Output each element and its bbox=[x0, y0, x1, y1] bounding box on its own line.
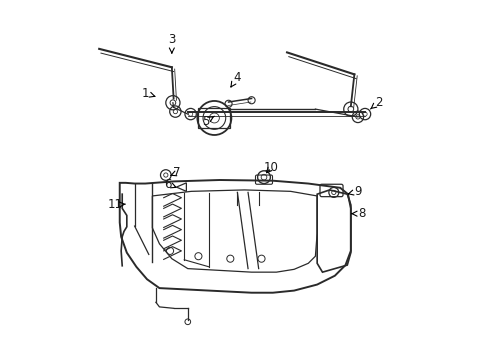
Text: 5: 5 bbox=[202, 115, 214, 128]
Text: 3: 3 bbox=[168, 33, 175, 53]
Text: 10: 10 bbox=[263, 161, 278, 174]
Text: 9: 9 bbox=[347, 185, 361, 198]
Text: 11: 11 bbox=[107, 198, 125, 211]
Text: 6: 6 bbox=[164, 178, 176, 191]
Text: 7: 7 bbox=[170, 166, 181, 179]
Text: 1: 1 bbox=[141, 87, 155, 100]
Text: 4: 4 bbox=[230, 71, 241, 87]
Text: 8: 8 bbox=[351, 207, 365, 220]
Text: 2: 2 bbox=[370, 95, 382, 109]
